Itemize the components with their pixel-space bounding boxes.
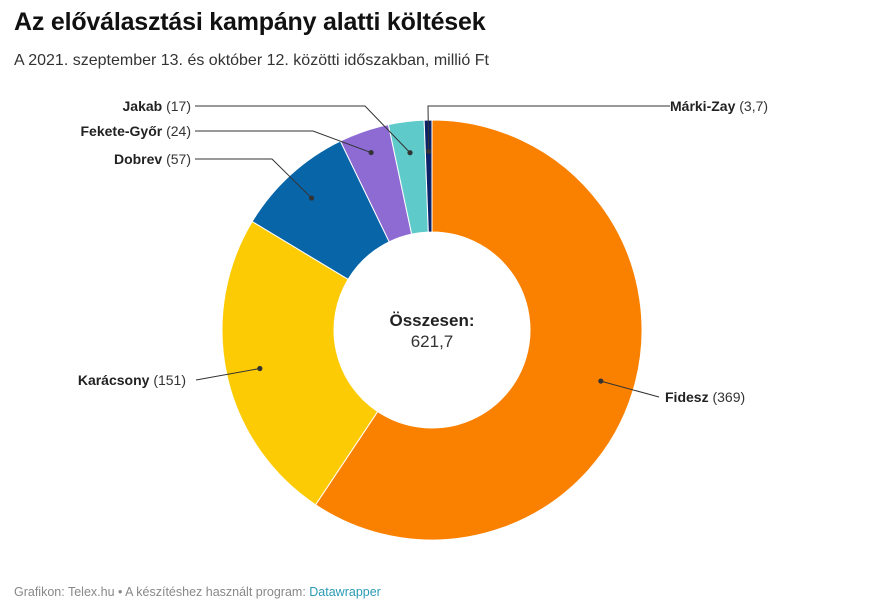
slice-label-fekete-gyor: Fekete-Győr (24) xyxy=(81,123,192,139)
slices-group xyxy=(221,119,643,541)
chart-title: Az előválasztási kampány alatti költések xyxy=(14,8,486,36)
footer-credit: Grafikon: Telex.hu • A készítéshez haszn… xyxy=(14,585,381,599)
slice-label-name: Fidesz xyxy=(665,389,712,405)
slice-label-fidesz: Fidesz (369) xyxy=(665,389,745,405)
slice-label-karacsony: Karácsony (151) xyxy=(78,372,186,388)
footer-text: Grafikon: Telex.hu • A készítéshez haszn… xyxy=(14,585,310,599)
leader-line-fekete-gyor xyxy=(195,130,372,154)
slice-label-jakab: Jakab (17) xyxy=(123,98,192,114)
slice-label-value: (151) xyxy=(153,372,186,388)
slice-label-dobrev: Dobrev (57) xyxy=(114,151,191,167)
slice-label-value: (57) xyxy=(166,151,191,167)
leader-line-jakab xyxy=(195,105,411,154)
leader-line-dobrev xyxy=(195,158,312,199)
slice-labels-group: Fidesz (369) Karácsony (151) Dobrev (57) Fe… xyxy=(78,98,768,405)
slice-label-name: Márki-Zay xyxy=(670,98,739,114)
slice-label-name: Karácsony xyxy=(78,372,153,388)
leader-lines-group xyxy=(195,105,670,398)
slice-label-value: (17) xyxy=(166,98,191,114)
datawrapper-link[interactable]: Datawrapper xyxy=(309,585,381,599)
leader-line-karacsony xyxy=(195,368,260,381)
center-total-value: 621,7 xyxy=(411,332,454,351)
slice-label-value: (24) xyxy=(166,123,191,139)
slice-label-value: (3,7) xyxy=(739,98,768,114)
slice-label-name: Fekete-Győr xyxy=(81,123,167,139)
slice-label-value: (369) xyxy=(712,389,745,405)
leader-line-fidesz xyxy=(600,380,660,398)
slice-label-name: Dobrev xyxy=(114,151,166,167)
slice-label-name: Jakab xyxy=(123,98,167,114)
chart-subtitle: A 2021. szeptember 13. és október 12. kö… xyxy=(14,52,489,69)
slice-marki-zay[interactable] xyxy=(423,119,433,233)
slice-fidesz[interactable] xyxy=(314,119,643,541)
leader-line-marki-zay xyxy=(427,105,670,152)
slice-label-marki-zay: Márki-Zay (3,7) xyxy=(670,98,768,114)
center-total-label: Összesen: xyxy=(389,311,474,330)
slice-karacsony[interactable] xyxy=(221,220,379,506)
